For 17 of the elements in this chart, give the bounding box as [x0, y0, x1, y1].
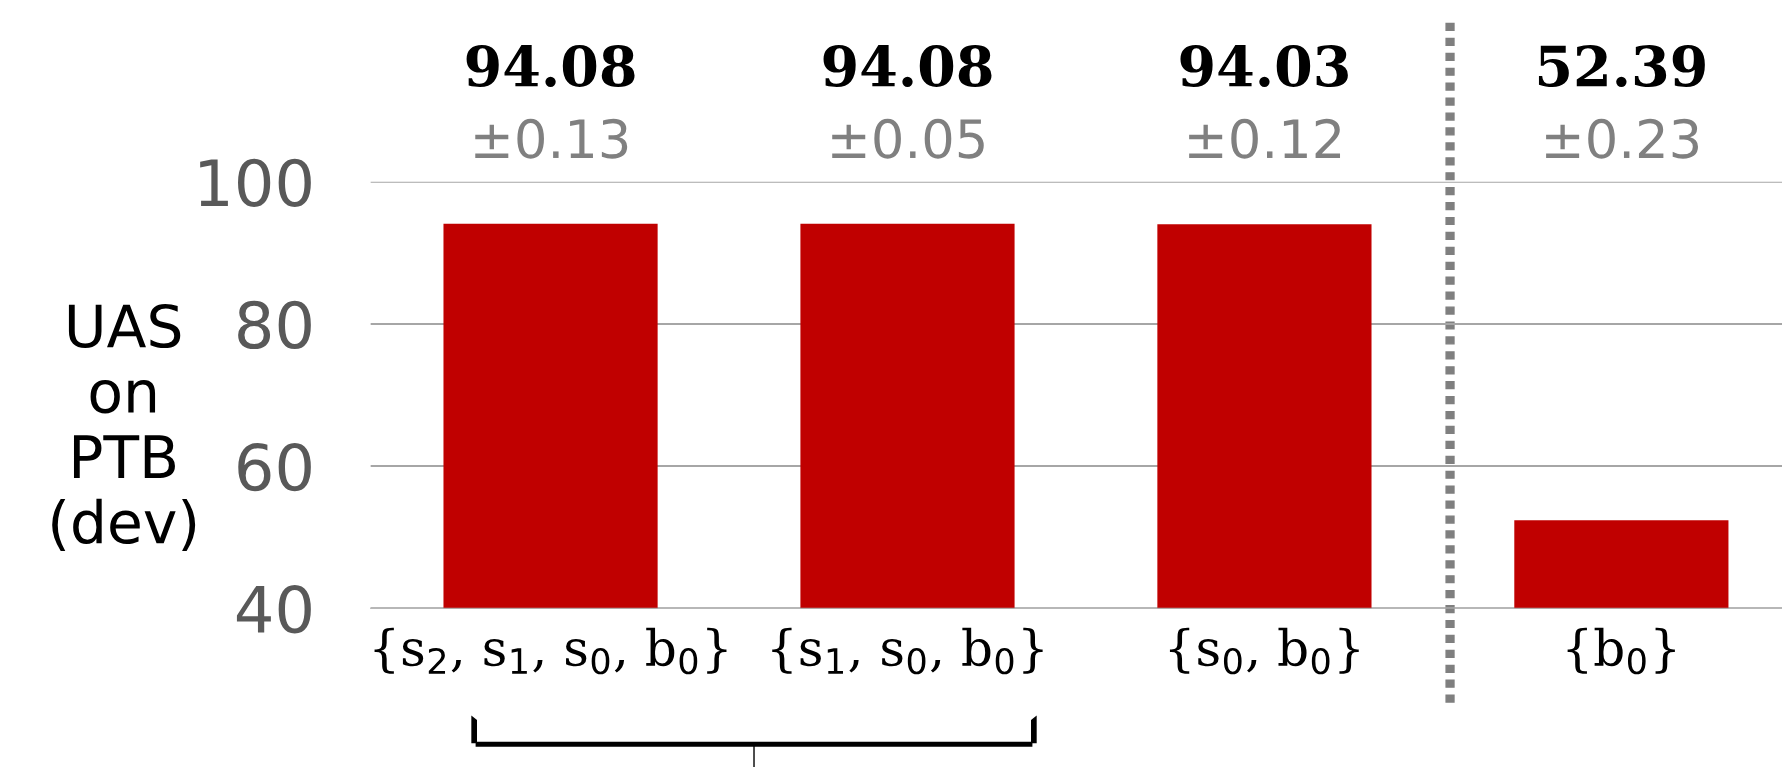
text: ±0.12: [1189, 118, 1341, 159]
y-tick-label: 100: [200, 158, 311, 207]
text: ±0.23: [1546, 118, 1699, 159]
data-label: 52.39: [1538, 45, 1705, 88]
y-tick-label: 80: [238, 300, 311, 350]
x-tick-label: {s$_{1}$, s$_{0}$, b$_{0}$}: [772, 627, 1043, 675]
data-label: 94.08: [466, 45, 635, 88]
data-label: 94.03: [1180, 45, 1348, 88]
x-tick-label: {b$_{0}$}: [1567, 627, 1675, 675]
y-axis-title: UAS on PTB (dev): [52, 303, 196, 551]
y-tick-label: 40: [236, 585, 311, 634]
x-tick-label: {s$_{0}$, b$_{0}$}: [1169, 627, 1359, 675]
text: ±0.13: [475, 118, 628, 159]
y-tick-label: 60: [238, 442, 311, 492]
data-label: 94.08: [823, 45, 992, 88]
category-label: {s$_{2}$, s$_{1}$, s$_{0}$, b$_{0}$}: [374, 627, 727, 675]
text: ±0.05: [832, 118, 984, 159]
